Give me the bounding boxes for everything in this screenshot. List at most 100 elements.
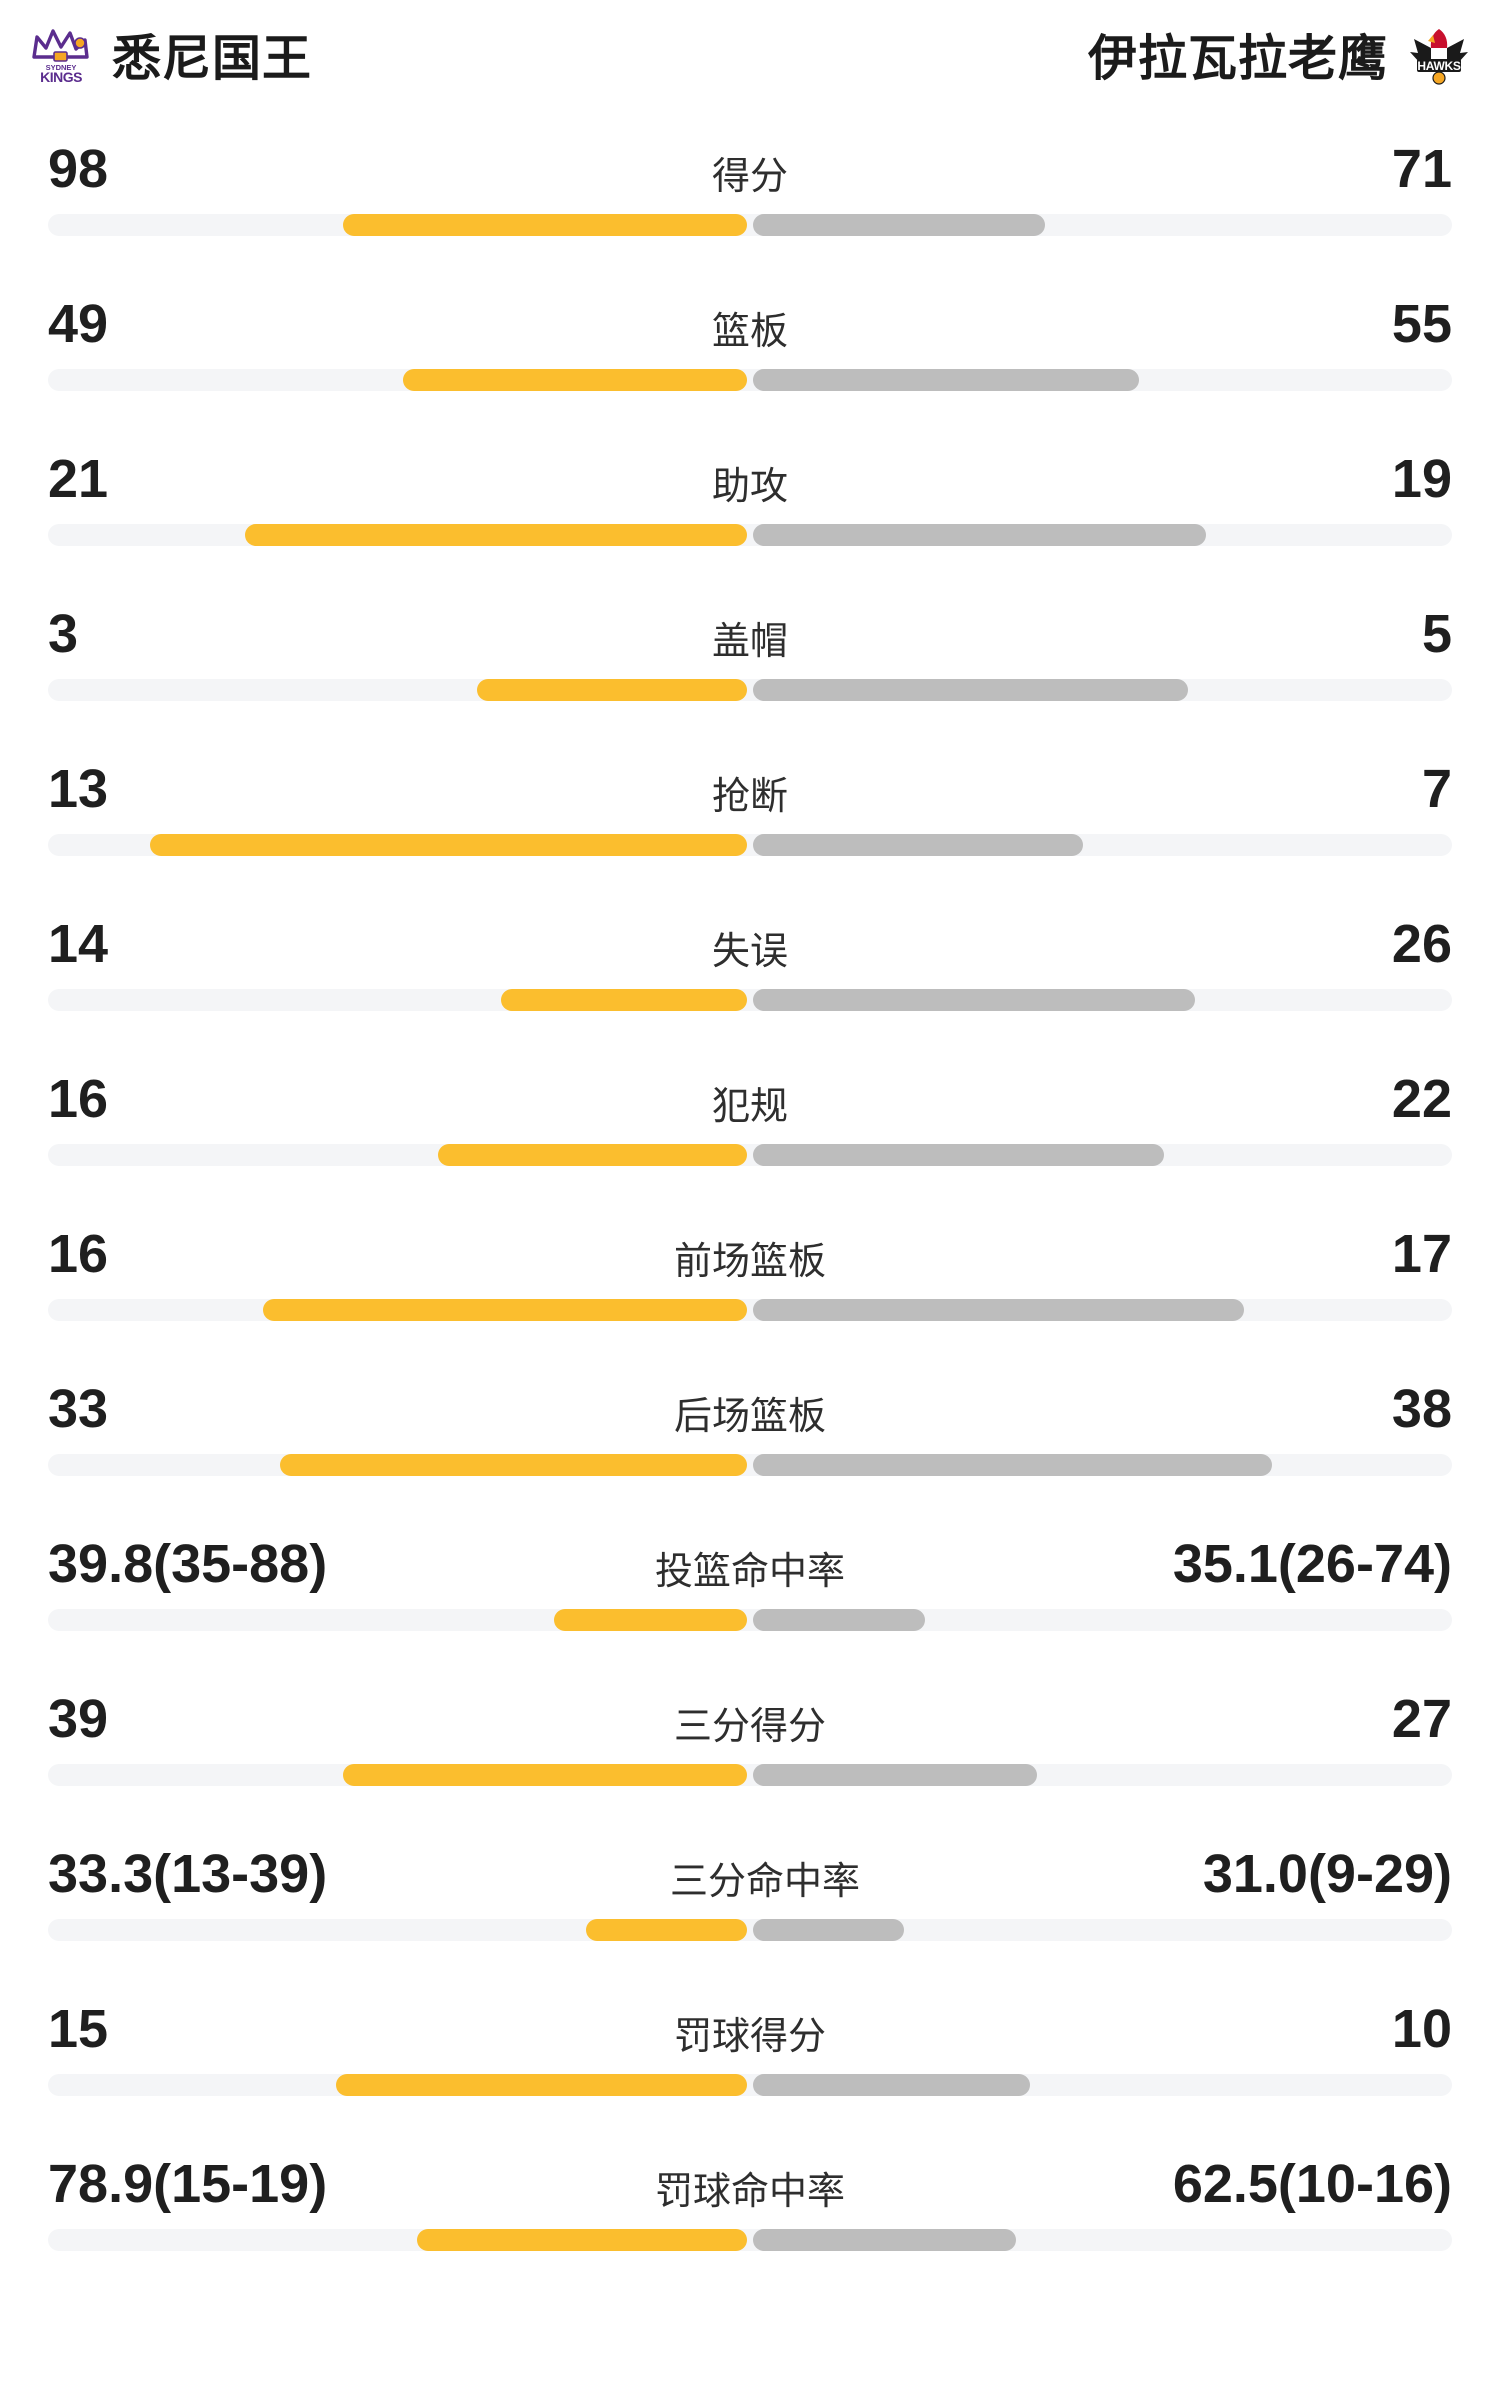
home-bar bbox=[476, 679, 747, 701]
away-value: 19 bbox=[1391, 449, 1452, 509]
stat-label: 罚球命中率 bbox=[654, 2171, 845, 2213]
stat-row: 49 篮板 55 bbox=[48, 263, 1452, 418]
stat-row-values: 3 盖帽 5 bbox=[48, 573, 1452, 665]
home-value: 3 bbox=[48, 604, 79, 664]
stat-bar-track bbox=[48, 1299, 1452, 1321]
stat-row-values: 39.8(35-88) 投篮命中率 35.1(26-74) bbox=[48, 1503, 1452, 1595]
home-bar bbox=[342, 214, 747, 236]
sydney-kings-logo: SYDNEY KINGS bbox=[32, 29, 89, 85]
stat-label: 篮板 bbox=[711, 311, 788, 353]
home-value: 39.8(35-88) bbox=[48, 1534, 328, 1594]
stat-rows-container: 98 得分 71 49 篮板 55 21 助攻 19 3 盖帽 5 13 抢断 7 14 失误 26 16 犯规 22 1… bbox=[0, 108, 1500, 2278]
away-bar bbox=[753, 214, 1046, 236]
away-value: 71 bbox=[1391, 139, 1452, 199]
away-bar bbox=[753, 2074, 1031, 2096]
stat-label: 三分得分 bbox=[673, 1706, 826, 1748]
away-value: 5 bbox=[1421, 604, 1452, 664]
stat-bar-track bbox=[48, 1609, 1452, 1631]
home-value: 16 bbox=[48, 1224, 109, 1284]
stat-row: 3 盖帽 5 bbox=[48, 573, 1452, 728]
stat-row-values: 39 三分得分 27 bbox=[48, 1658, 1452, 1750]
stat-bar-track bbox=[48, 369, 1452, 391]
away-value: 62.5(10-16) bbox=[1172, 2154, 1452, 2214]
home-value: 33.3(13-39) bbox=[48, 1844, 328, 1904]
home-bar bbox=[150, 834, 747, 856]
away-value: 38 bbox=[1391, 1379, 1452, 1439]
home-bar bbox=[403, 369, 747, 391]
stat-row-values: 33 后场篮板 38 bbox=[48, 1348, 1452, 1440]
home-value: 16 bbox=[48, 1069, 109, 1129]
stat-row-values: 21 助攻 19 bbox=[48, 418, 1452, 510]
home-value: 21 bbox=[48, 449, 109, 509]
stat-bar-track bbox=[48, 989, 1452, 1011]
away-value: 22 bbox=[1391, 1069, 1452, 1129]
away-value: 7 bbox=[1421, 759, 1452, 819]
away-team-block[interactable]: 伊拉瓦拉老鹰 HAWKS bbox=[1088, 19, 1472, 90]
stat-bar-track bbox=[48, 214, 1452, 236]
home-bar bbox=[262, 1299, 747, 1321]
stat-bar-track bbox=[48, 1919, 1452, 1941]
stat-label: 后场篮板 bbox=[673, 1396, 826, 1438]
away-bar bbox=[753, 369, 1140, 391]
home-bar bbox=[501, 989, 747, 1011]
stat-row: 21 助攻 19 bbox=[48, 418, 1452, 573]
away-bar bbox=[753, 524, 1206, 546]
home-value: 78.9(15-19) bbox=[48, 2154, 328, 2214]
away-bar bbox=[753, 1609, 925, 1631]
stat-row-values: 15 罚球得分 10 bbox=[48, 1968, 1452, 2060]
away-bar bbox=[753, 2229, 1017, 2251]
home-value: 98 bbox=[48, 139, 109, 199]
stat-row: 16 犯规 22 bbox=[48, 1038, 1452, 1193]
away-bar bbox=[753, 1454, 1273, 1476]
stat-label: 罚球得分 bbox=[673, 2016, 826, 2058]
away-bar bbox=[753, 1764, 1038, 1786]
stat-bar-track bbox=[48, 1764, 1452, 1786]
stat-row-values: 16 前场篮板 17 bbox=[48, 1193, 1452, 1285]
stat-label: 投篮命中率 bbox=[654, 1551, 845, 1593]
svg-text:SYDNEY: SYDNEY bbox=[46, 63, 77, 72]
stat-row-values: 33.3(13-39) 三分命中率 31.0(9-29) bbox=[48, 1813, 1452, 1905]
home-team-name: 悉尼国王 bbox=[112, 31, 313, 86]
stat-bar-track bbox=[48, 2229, 1452, 2251]
stat-bar-track bbox=[48, 834, 1452, 856]
away-bar bbox=[753, 989, 1196, 1011]
away-bar bbox=[753, 1919, 904, 1941]
away-bar bbox=[753, 1299, 1245, 1321]
stat-bar-track bbox=[48, 1144, 1452, 1166]
away-value: 55 bbox=[1391, 294, 1452, 354]
home-bar bbox=[343, 1764, 747, 1786]
illawarra-hawks-logo: HAWKS bbox=[1410, 29, 1468, 85]
stat-bar-track bbox=[48, 1454, 1452, 1476]
stat-row: 33.3(13-39) 三分命中率 31.0(9-29) bbox=[48, 1813, 1452, 1968]
home-value: 39 bbox=[48, 1689, 109, 1749]
stat-label: 抢断 bbox=[711, 776, 788, 818]
home-bar bbox=[336, 2074, 747, 2096]
away-value: 17 bbox=[1391, 1224, 1452, 1284]
stat-row: 39 三分得分 27 bbox=[48, 1658, 1452, 1813]
away-bar bbox=[753, 834, 1083, 856]
stat-row: 13 抢断 7 bbox=[48, 728, 1452, 883]
stat-bar-track bbox=[48, 679, 1452, 701]
home-bar bbox=[245, 524, 747, 546]
stat-row-values: 49 篮板 55 bbox=[48, 263, 1452, 355]
home-value: 15 bbox=[48, 1999, 109, 2059]
home-value: 14 bbox=[48, 914, 109, 974]
svg-text:HAWKS: HAWKS bbox=[1417, 59, 1460, 73]
away-team-name: 伊拉瓦拉老鹰 bbox=[1087, 31, 1388, 86]
home-bar bbox=[280, 1454, 747, 1476]
stat-label: 得分 bbox=[711, 156, 788, 198]
home-bar bbox=[438, 1144, 747, 1166]
away-value: 27 bbox=[1391, 1689, 1452, 1749]
stat-row-values: 14 失误 26 bbox=[48, 883, 1452, 975]
stat-bar-track bbox=[48, 524, 1452, 546]
stat-row-values: 13 抢断 7 bbox=[48, 728, 1452, 820]
matchup-header: SYDNEY KINGS 悉尼国王 伊拉瓦拉老鹰 HAWKS bbox=[0, 0, 1500, 108]
stat-label: 助攻 bbox=[711, 466, 788, 508]
home-team-block[interactable]: SYDNEY KINGS 悉尼国王 bbox=[28, 19, 312, 90]
stat-row: 14 失误 26 bbox=[48, 883, 1452, 1038]
stat-row: 98 得分 71 bbox=[48, 108, 1452, 263]
stat-row: 78.9(15-19) 罚球命中率 62.5(10-16) bbox=[48, 2123, 1452, 2278]
stat-label: 失误 bbox=[711, 931, 788, 973]
stat-row-values: 78.9(15-19) 罚球命中率 62.5(10-16) bbox=[48, 2123, 1452, 2215]
home-value: 49 bbox=[48, 294, 109, 354]
